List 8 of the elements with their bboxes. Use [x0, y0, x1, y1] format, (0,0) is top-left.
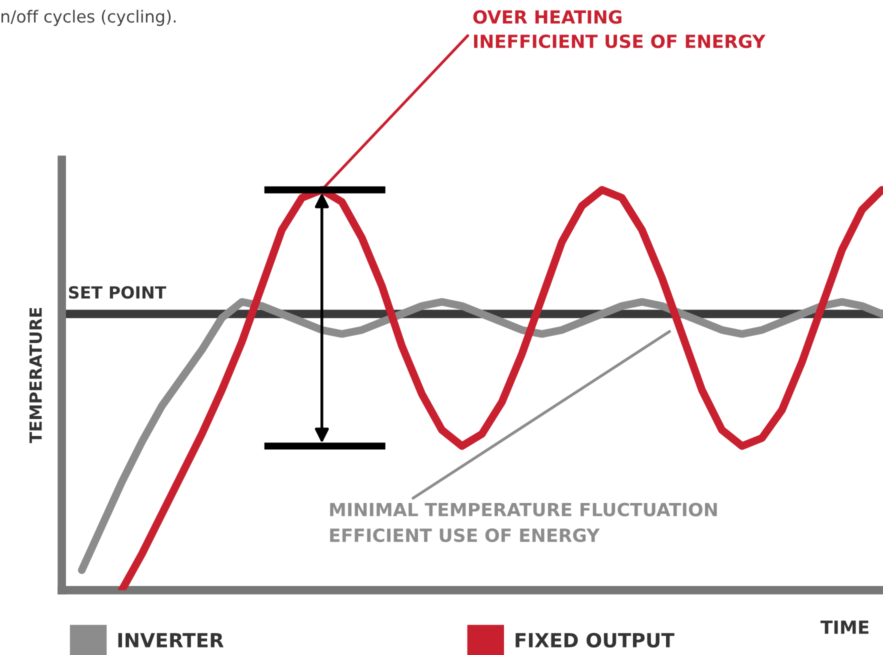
text: n/off cycles (cycling).: [2, 10, 176, 26]
annotation: MINIMAL TEMPERATURE FLUCTUATION EFFICIENT USE OF ENERGY: [330, 502, 717, 542]
legend-label: INVERTER: [118, 633, 224, 648]
text: OVER HEATING INEFFICIENT USE OF ENERGY: [473, 10, 766, 48]
ref-line-label: SET POINT: [69, 286, 166, 299]
legend-label: FIXED OUTPUT: [516, 632, 674, 648]
x-axis-title: TIME: [820, 620, 868, 634]
y-axis-title: TEMPERATURE: [30, 308, 42, 444]
